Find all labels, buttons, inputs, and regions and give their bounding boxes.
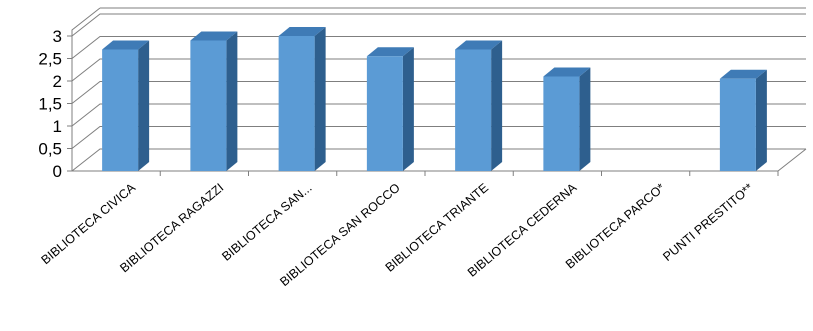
bar-front <box>543 76 580 171</box>
bar-front <box>366 56 403 171</box>
bar-front <box>455 49 492 171</box>
bar <box>455 40 503 171</box>
y-tick-label: 0,5 <box>38 140 62 159</box>
bar-front <box>719 78 756 171</box>
gridline <box>71 103 806 127</box>
bar <box>543 67 591 171</box>
bar-side <box>314 27 326 171</box>
y-tick-label: 2,5 <box>38 50 62 69</box>
gridline <box>71 36 806 59</box>
y-tick-label: 2 <box>53 72 62 91</box>
bar <box>190 31 238 171</box>
gridline <box>71 126 806 149</box>
gridline <box>71 148 806 172</box>
bar <box>278 27 326 171</box>
x-category-label: BIBLIOTECA PARCO* <box>563 180 668 271</box>
bar-top <box>366 47 414 57</box>
chart-wall-left <box>71 7 101 171</box>
y-tick-label: 3 <box>53 27 62 46</box>
x-category-label: BIBLIOTECA SAN... <box>219 181 314 264</box>
bar-side <box>491 40 503 171</box>
bar-side <box>402 47 414 171</box>
bar-top <box>543 67 591 77</box>
chart-bars <box>102 27 767 171</box>
bar-front <box>278 36 315 171</box>
gridline <box>71 58 806 82</box>
chart-floor-edge <box>72 148 807 172</box>
bar-side <box>226 31 238 171</box>
y-tick-label: 0 <box>53 162 62 181</box>
x-category-label: PUNTI PRESTITO** <box>660 180 756 263</box>
bar-front <box>102 49 139 171</box>
y-tick-label: 1 <box>53 117 62 136</box>
bar-top <box>455 40 503 50</box>
gridline <box>71 81 806 104</box>
bar <box>102 40 150 171</box>
bar-front <box>190 40 227 171</box>
bar-side <box>579 67 591 171</box>
bar-top <box>719 69 767 79</box>
bar <box>719 69 767 171</box>
y-tick-label: 1,5 <box>38 95 62 114</box>
gridline <box>71 13 806 37</box>
bar-top <box>102 40 150 50</box>
bar-side <box>138 40 150 171</box>
x-category-label: BIBLIOTECA CIVICA <box>39 180 139 267</box>
bar-side <box>755 69 767 171</box>
bar <box>366 47 414 171</box>
bar-top <box>278 27 326 36</box>
chart-gridlines <box>67 7 807 176</box>
y-axis-ticks: 0 0,5 1 1,5 2 2,5 3 <box>38 27 62 181</box>
bar-top <box>190 31 238 41</box>
